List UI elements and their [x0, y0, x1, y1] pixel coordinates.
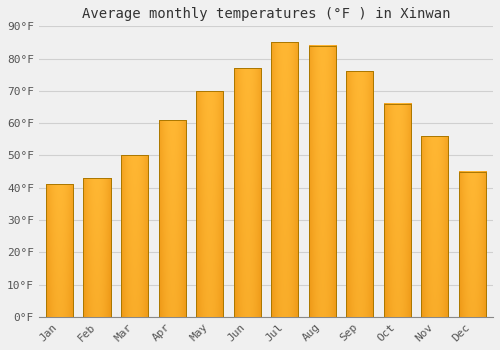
- Bar: [308, 46, 336, 317]
- Bar: [46, 184, 73, 317]
- Title: Average monthly temperatures (°F ) in Xinwan: Average monthly temperatures (°F ) in Xi…: [82, 7, 450, 21]
- Bar: [158, 120, 186, 317]
- Bar: [346, 71, 374, 317]
- Bar: [234, 68, 260, 317]
- Bar: [422, 136, 448, 317]
- Bar: [121, 155, 148, 317]
- Bar: [196, 91, 223, 317]
- Bar: [459, 172, 486, 317]
- Bar: [384, 104, 411, 317]
- Bar: [158, 120, 186, 317]
- Bar: [121, 155, 148, 317]
- Bar: [196, 91, 223, 317]
- Bar: [346, 71, 374, 317]
- Bar: [308, 46, 336, 317]
- Bar: [422, 136, 448, 317]
- Bar: [234, 68, 260, 317]
- Bar: [271, 42, 298, 317]
- Bar: [384, 104, 411, 317]
- Bar: [46, 184, 73, 317]
- Bar: [84, 178, 110, 317]
- Bar: [84, 178, 110, 317]
- Bar: [459, 172, 486, 317]
- Bar: [271, 42, 298, 317]
